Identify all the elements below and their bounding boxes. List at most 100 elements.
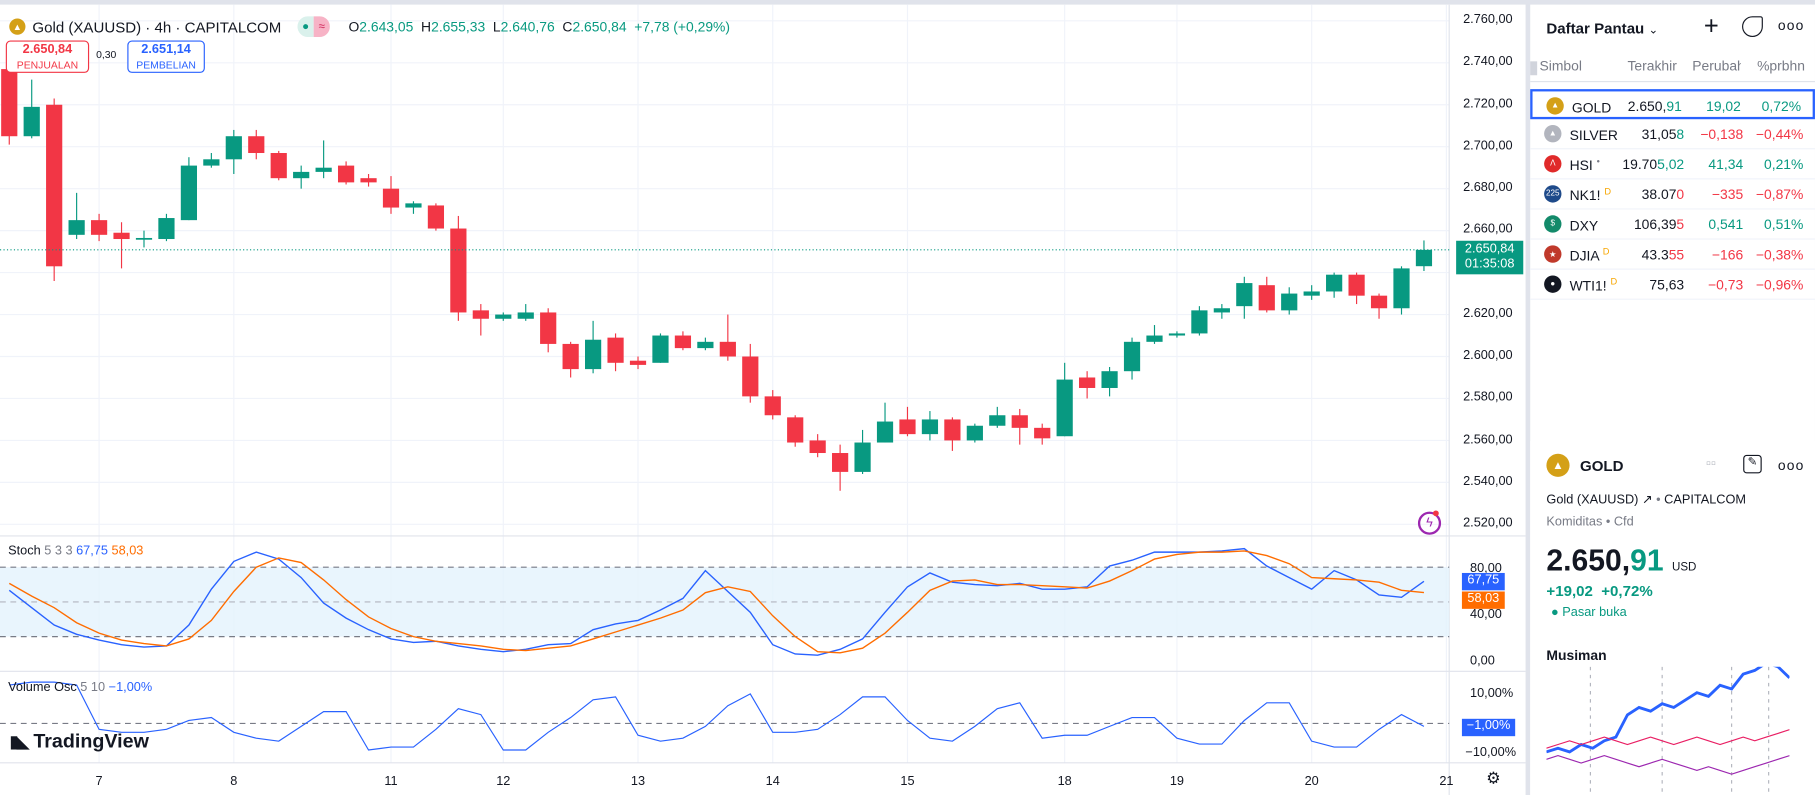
candle	[1281, 287, 1298, 315]
candle-body	[1303, 291, 1320, 296]
candle	[1258, 276, 1275, 313]
candle	[405, 201, 422, 214]
watchlist-row[interactable]: ▲ GOLD 2.650,91 19,02 0,72%	[1530, 89, 1815, 120]
tradingview-logo[interactable]: ▮◣ TradingView	[9, 730, 149, 753]
candle-body	[989, 415, 1006, 426]
candle-body	[944, 419, 961, 441]
candle	[315, 140, 332, 179]
edit-icon[interactable]: ✎	[1743, 454, 1762, 474]
candle	[23, 79, 40, 139]
candle	[540, 308, 557, 353]
candle-body	[1101, 371, 1118, 388]
candle-body	[517, 312, 534, 319]
candle-body	[876, 421, 894, 443]
candle-body	[337, 165, 355, 183]
watchlist-row[interactable]: 225 NK1! D 38.070 −335 −0,87%	[1530, 179, 1815, 210]
sell-button[interactable]: 2.650,84 PENJUALAN	[5, 40, 90, 73]
candle	[629, 356, 647, 370]
market-status: ● Pasar buka	[1551, 605, 1627, 620]
time-tick: 13	[630, 774, 646, 789]
time-tick: 7	[95, 774, 103, 789]
more-icon[interactable]: ooo	[1777, 457, 1805, 474]
candle-body	[203, 159, 220, 166]
row-change-pct: 0,51%	[1763, 216, 1804, 233]
candle	[180, 157, 198, 221]
stoch-legend[interactable]: Stoch 5 3 3 67,75 58,03	[8, 544, 144, 558]
candle	[585, 320, 602, 374]
details-change: +19,02 +0,72%	[1546, 582, 1653, 600]
candle-body	[607, 337, 624, 363]
time-tick: 21	[1439, 774, 1454, 789]
chevron-down-icon: ⌄	[1648, 24, 1659, 38]
row-last: 43.355	[1641, 246, 1685, 263]
col-header-change[interactable]: Perubahan	[1692, 57, 1741, 75]
watchlist-title[interactable]: Daftar Pantau ⌄	[1546, 19, 1659, 38]
candle	[517, 304, 534, 321]
candle-body	[1393, 268, 1410, 309]
chart-pane[interactable]: ▲ Gold (XAUUSD) · 4h · CAPITALCOM ● ≈ O2…	[0, 4, 1526, 795]
watchlist-row[interactable]: ★ DJIA D 43.355 −166 −0,38%	[1530, 240, 1815, 270]
col-header-change-pct[interactable]: %prbhn	[1757, 57, 1805, 75]
details-symbol: GOLD	[1579, 457, 1624, 475]
ohlc-values: O2.643,05 H2.655,33 L2.640,76 C2.650,84 …	[348, 18, 731, 35]
watchlist-row[interactable]: ▲ SILVER 31,058 −0,138 −0,44%	[1530, 119, 1815, 150]
candle	[921, 411, 939, 441]
row-symbol: DXY	[1569, 217, 1599, 234]
time-tick: 12	[496, 774, 511, 789]
candle	[337, 161, 355, 185]
more-icon[interactable]: ooo	[1777, 17, 1805, 34]
alert-lightning-icon[interactable]: ϟ	[1417, 511, 1442, 535]
buy-price: 2.651,14	[141, 42, 191, 57]
details-name-line[interactable]: Gold (XAUUSD) ↗ • CAPITALCOM	[1546, 493, 1747, 507]
symbol-title[interactable]: Gold (XAUUSD) · 4h · CAPITALCOM	[32, 17, 282, 36]
chart-canvas[interactable]	[0, 4, 1526, 795]
wave-icon: ≈	[313, 16, 330, 38]
candle-body	[382, 188, 400, 208]
price-tick: 2.700,00	[1463, 138, 1513, 153]
price-tick: 2.580,00	[1463, 390, 1513, 405]
symbol-header: ▲ Gold (XAUUSD) · 4h · CAPITALCOM ● ≈ O2…	[9, 16, 731, 38]
watchlist-row[interactable]: Λ HSI • 19.705,02 41,34 0,21%	[1530, 149, 1815, 180]
stoch-d-tag: 58,03	[1461, 591, 1505, 609]
watchlist-row[interactable]: $ DXY 106,395 0,541 0,51%	[1530, 210, 1815, 240]
seasonal-chart[interactable]	[1546, 666, 1790, 795]
row-change: −166	[1711, 246, 1744, 263]
price-tick: 2.520,00	[1463, 516, 1513, 531]
candle-body	[854, 442, 871, 472]
col-header-last[interactable]: Terakhir	[1627, 57, 1677, 75]
candle	[764, 390, 781, 420]
price-tick: 2.600,00	[1463, 348, 1513, 363]
candle	[1370, 293, 1388, 319]
market-status-pill[interactable]: ● ≈	[297, 16, 330, 38]
candle-body	[1056, 379, 1073, 437]
candle	[248, 129, 265, 160]
sell-label: PENJUALAN	[16, 59, 79, 71]
price-tick: 2.680,00	[1463, 180, 1513, 195]
column-marker	[1530, 61, 1538, 76]
row-change-pct: −0,38%	[1755, 246, 1804, 263]
tv-logo-icon: ▮◣	[9, 732, 30, 753]
symbol-logo-icon: ▲	[1546, 97, 1564, 115]
volosc-legend[interactable]: Volume Osc 5 10 −1,00%	[8, 680, 153, 695]
candle-body	[1281, 293, 1298, 311]
settings-gear-icon[interactable]: ⚙	[1486, 768, 1501, 788]
candle-body	[495, 314, 512, 319]
watchlist-row[interactable]: ● WTI1! D 75,63 −0,73 −0,96%	[1530, 270, 1815, 300]
candle	[674, 331, 692, 351]
details-price: 2.650,91 USD	[1546, 542, 1697, 578]
candle-body	[23, 106, 40, 137]
pie-chart-icon[interactable]	[1742, 16, 1763, 38]
buy-button[interactable]: 2.651,14 PEMBELIAN	[127, 40, 205, 73]
layout-grid-icon[interactable]: ▫▫	[1706, 454, 1717, 472]
add-symbol-icon[interactable]: +	[1703, 11, 1719, 41]
time-tick: 11	[384, 774, 398, 789]
symbol-details-panel: ▲ GOLD ▫▫ ✎ ooo Gold (XAUUSD) ↗ • CAPITA…	[1530, 441, 1815, 795]
price-tick: 2.660,00	[1463, 222, 1513, 237]
col-header-symbol[interactable]: Simbol	[1539, 57, 1582, 75]
row-flag: D	[1610, 276, 1618, 288]
candle	[989, 406, 1006, 428]
candle	[1146, 325, 1163, 344]
row-change: −335	[1711, 186, 1744, 203]
symbol-logo-icon: ★	[1544, 245, 1562, 263]
candle-body	[1258, 285, 1275, 311]
